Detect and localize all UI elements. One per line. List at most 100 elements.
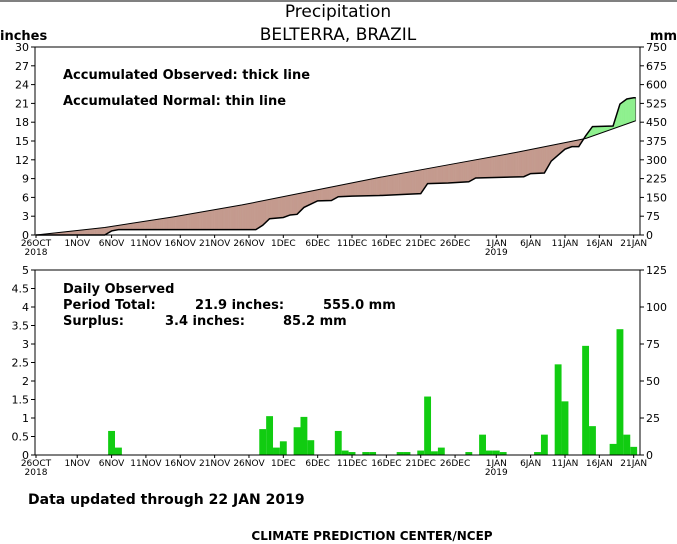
diff-fill-segment bbox=[494, 155, 497, 178]
diff-fill-segment bbox=[396, 173, 399, 195]
diff-fill-segment bbox=[379, 176, 382, 196]
diff-fill-segment bbox=[485, 157, 488, 178]
diff-fill-segment bbox=[509, 152, 512, 178]
diff-fill-segment bbox=[470, 160, 473, 182]
diff-fill-segment bbox=[192, 213, 195, 230]
diff-fill-segment bbox=[451, 163, 454, 183]
diff-fill-segment bbox=[180, 215, 183, 230]
diff-fill-segment bbox=[356, 181, 360, 197]
left-unit-label: inches bbox=[0, 29, 47, 44]
daily-bar bbox=[554, 364, 562, 455]
diff-fill-segment bbox=[514, 152, 518, 178]
diff-fill-segment bbox=[539, 147, 542, 174]
diff-fill-segment bbox=[442, 165, 445, 184]
ytick-label-right: 150 bbox=[646, 191, 667, 204]
diff-fill-segment bbox=[144, 220, 147, 230]
daily-bar bbox=[403, 452, 411, 455]
daily-bar bbox=[616, 329, 624, 455]
daily-bar bbox=[623, 434, 631, 455]
diff-fill-segment bbox=[240, 204, 243, 230]
diff-fill-segment bbox=[482, 157, 485, 178]
diff-fill-segment bbox=[284, 195, 287, 218]
daily-bar bbox=[540, 434, 548, 455]
diff-fill-segment bbox=[592, 126, 595, 137]
observed-line bbox=[36, 97, 636, 236]
diff-fill-segment bbox=[291, 194, 294, 216]
daily-bar bbox=[115, 447, 122, 455]
xtick-label: 26NOV bbox=[233, 239, 265, 249]
diff-fill-segment bbox=[310, 190, 313, 205]
xtick-label: 21NOV bbox=[199, 459, 231, 469]
diff-fill-segment bbox=[398, 173, 401, 195]
diff-fill-segment bbox=[183, 214, 186, 230]
diff-fill-segment bbox=[164, 217, 167, 230]
diff-fill-segment bbox=[259, 200, 262, 228]
diff-fill-segment bbox=[382, 176, 385, 196]
diff-fill-segment bbox=[360, 180, 363, 197]
diff-fill-segment bbox=[415, 170, 418, 195]
xtick-label: 1DEC bbox=[271, 239, 296, 249]
daily-bar bbox=[348, 452, 356, 455]
xtick-label: 26OCT bbox=[21, 239, 52, 249]
diff-fill-segment bbox=[138, 221, 141, 230]
diff-fill-segment bbox=[324, 187, 327, 201]
diff-fill-segment bbox=[269, 198, 272, 219]
diff-fill-segment bbox=[384, 175, 387, 196]
diff-fill-segment bbox=[174, 215, 178, 230]
ytick-label-left: 4 bbox=[22, 301, 29, 314]
diff-fill-segment bbox=[399, 173, 403, 195]
diff-fill-segment bbox=[540, 146, 543, 174]
diff-fill-segment bbox=[372, 178, 375, 196]
ytick-label-left: 0 bbox=[22, 229, 29, 242]
diff-fill-segment bbox=[271, 198, 274, 219]
ytick-label-right: 675 bbox=[646, 60, 667, 73]
diff-fill-segment bbox=[147, 220, 150, 230]
diff-fill-segment bbox=[319, 188, 322, 202]
diff-fill-segment bbox=[131, 222, 135, 230]
diff-fill-segment bbox=[257, 201, 260, 229]
diff-fill-segment bbox=[156, 218, 159, 230]
diff-fill-segment bbox=[205, 210, 208, 230]
diff-fill-segment bbox=[365, 179, 368, 197]
diff-fill-segment bbox=[624, 98, 628, 125]
ytick-label-left: 9 bbox=[22, 173, 29, 186]
ytick-label-right: 0 bbox=[646, 449, 653, 462]
diff-fill-segment bbox=[521, 150, 524, 177]
diff-fill-segment bbox=[166, 217, 169, 230]
diff-fill-segment bbox=[348, 182, 351, 197]
surplus-inches: 3.4 inches: bbox=[165, 314, 245, 329]
diff-fill-segment bbox=[427, 168, 430, 184]
ytick-label-right: 600 bbox=[646, 79, 667, 92]
diff-fill-segment bbox=[341, 184, 344, 197]
diff-fill-segment bbox=[410, 171, 413, 195]
xtick-label: 16DEC bbox=[371, 239, 401, 249]
diff-fill-segment bbox=[302, 192, 305, 210]
xtick-label: 11JAN bbox=[552, 239, 579, 249]
diff-fill-segment bbox=[295, 193, 298, 215]
diff-fill-segment bbox=[406, 171, 409, 195]
surplus-label: Surplus: bbox=[63, 314, 124, 329]
ytick-label-right: 525 bbox=[646, 97, 667, 110]
ytick-label-right: 25 bbox=[646, 412, 660, 425]
diff-fill-segment bbox=[195, 212, 198, 230]
daily-bar bbox=[279, 441, 287, 455]
diff-fill-segment bbox=[286, 195, 289, 217]
ytick-label-left: 1.5 bbox=[12, 394, 30, 407]
diff-fill-segment bbox=[417, 169, 420, 195]
xtick-label: 21DEC bbox=[406, 459, 436, 469]
diff-fill-segment bbox=[204, 210, 207, 230]
diff-fill-segment bbox=[322, 188, 325, 201]
ytick-label-left: 3.5 bbox=[12, 320, 30, 333]
diff-fill-segment bbox=[176, 215, 179, 230]
diff-fill-segment bbox=[216, 208, 219, 230]
diff-fill-segment bbox=[370, 178, 373, 196]
diff-fill-segment bbox=[101, 227, 104, 236]
ytick-label-left: 3 bbox=[22, 210, 29, 223]
xtick-label: 11DEC bbox=[337, 459, 367, 469]
diff-fill-segment bbox=[168, 217, 171, 230]
diff-fill-segment bbox=[241, 204, 245, 230]
diff-fill-segment bbox=[264, 199, 267, 225]
diff-fill-segment bbox=[338, 185, 341, 197]
daily-bar bbox=[534, 452, 541, 455]
daily-bar bbox=[431, 451, 438, 455]
